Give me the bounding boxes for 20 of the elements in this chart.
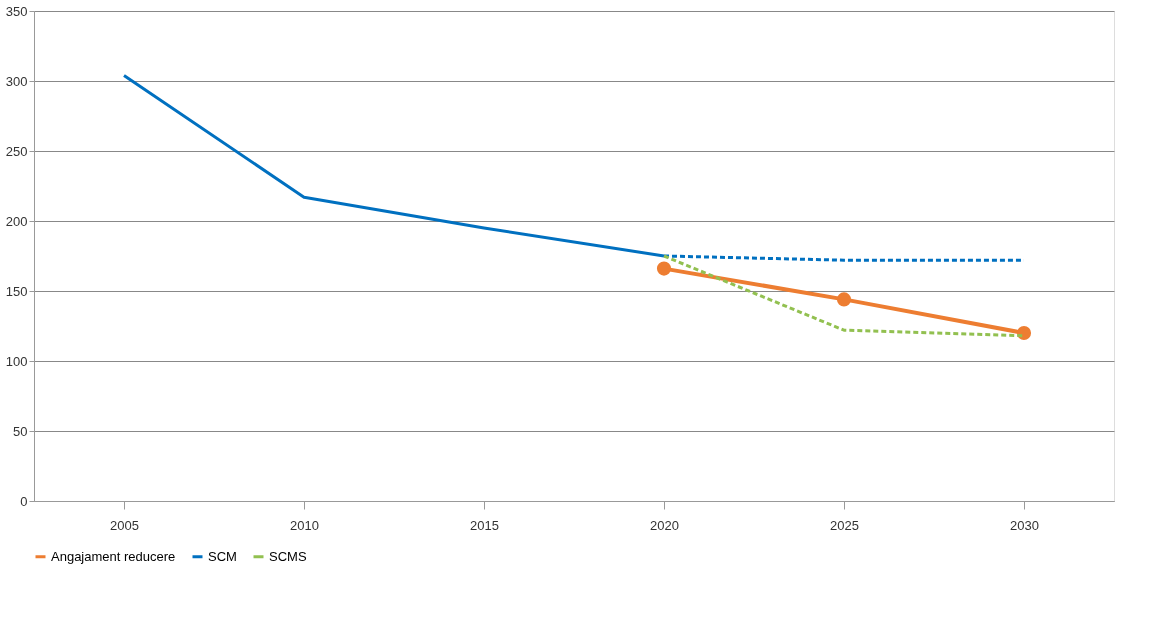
legend-label: SCMS [269, 548, 307, 564]
x-tick-label: 2030 [1010, 517, 1039, 533]
x-tick-label: 2010 [290, 517, 319, 533]
y-tick-label: 150 [5, 283, 28, 299]
legend-label: SCM [208, 548, 237, 564]
point [1016, 325, 1032, 341]
x-tick-label: 2020 [650, 517, 679, 533]
y-tick-label: 50 [13, 423, 28, 439]
y-tick-label: 250 [5, 143, 28, 159]
x-tick-label: 2015 [470, 517, 499, 533]
point [836, 292, 852, 307]
y-tick-label: 300 [5, 73, 28, 89]
y-tick-label: 100 [5, 353, 28, 369]
x-tick-label: 2005 [110, 517, 139, 533]
y-tick-label: 350 [5, 3, 28, 19]
y-tick-label: 0 [20, 493, 28, 509]
y-tick-label: 200 [5, 213, 28, 229]
x-tick-label: 2025 [830, 517, 859, 533]
legend-label: Angajament reducere [51, 548, 176, 564]
point [656, 261, 672, 276]
